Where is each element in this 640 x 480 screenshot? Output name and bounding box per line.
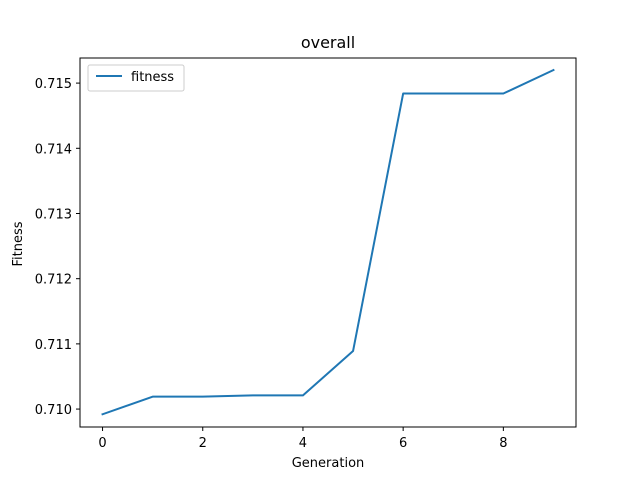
y-tick-label-0.714: 0.714 — [35, 142, 72, 157]
tick-layer: 0 2 4 6 8 0.710 0.711 0.712 0.713 0.714 0.715 — [35, 77, 508, 451]
y-tick-label-0.715: 0.715 — [35, 77, 72, 92]
y-tick-label-0.713: 0.713 — [35, 207, 72, 222]
x-axis-label: Generation — [292, 456, 365, 471]
x-tick-label-4: 4 — [299, 436, 307, 451]
x-tick-label-8: 8 — [499, 436, 507, 451]
legend-label-fitness: fitness — [131, 70, 174, 85]
series-line-fitness — [101, 68, 555, 416]
x-tick-label-6: 6 — [399, 436, 407, 451]
x-tick-label-0: 0 — [98, 436, 106, 451]
legend: fitness — [87, 64, 185, 92]
y-tick-label-0.711: 0.711 — [35, 338, 72, 353]
y-tick-label-0.712: 0.712 — [35, 273, 72, 288]
plot-area — [80, 58, 576, 427]
y-axis-label: Fitness — [11, 221, 26, 266]
legend-box — [87, 64, 185, 92]
series-layer — [101, 68, 555, 416]
plot-frame — [79, 57, 577, 428]
chart-title: overall — [301, 33, 355, 52]
x-tick-label-2: 2 — [199, 436, 207, 451]
y-tick-label-0.710: 0.710 — [35, 403, 72, 418]
